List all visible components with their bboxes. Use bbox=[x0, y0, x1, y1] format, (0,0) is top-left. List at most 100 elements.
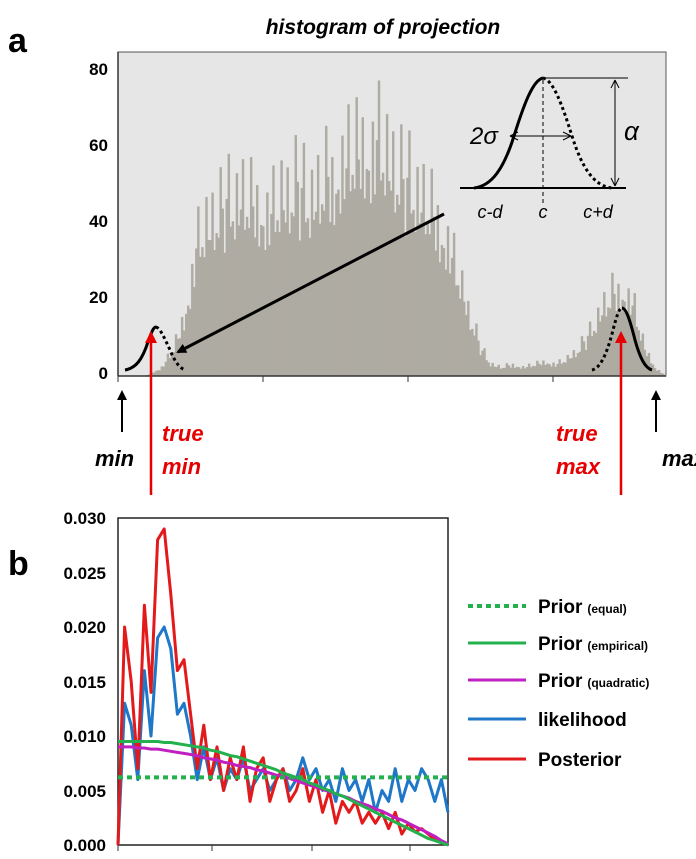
histogram-bar bbox=[223, 252, 226, 376]
inset-curve-dotted bbox=[542, 76, 613, 190]
histogram-bar bbox=[221, 208, 224, 376]
histogram-bar bbox=[596, 307, 600, 376]
histogram-bar bbox=[499, 368, 502, 376]
histogram-bar bbox=[176, 338, 180, 376]
histogram-bar bbox=[572, 350, 576, 376]
histogram-bar bbox=[404, 236, 407, 376]
histogram-bar bbox=[438, 262, 442, 376]
histogram-bar bbox=[201, 247, 204, 376]
histogram-bar bbox=[345, 168, 348, 376]
histogram-bar bbox=[578, 351, 582, 376]
histogram-bar bbox=[655, 370, 659, 376]
a-y-tick-label: 0 bbox=[99, 364, 108, 383]
histogram-bar bbox=[268, 245, 271, 376]
histogram-bar bbox=[661, 373, 665, 376]
histogram-bar bbox=[197, 206, 200, 376]
histogram-bar bbox=[509, 367, 513, 376]
histogram-bar bbox=[641, 333, 645, 376]
histogram-bar bbox=[199, 256, 202, 376]
histogram-bar bbox=[523, 368, 527, 376]
histogram-bar bbox=[519, 368, 523, 376]
histogram-bar bbox=[440, 244, 444, 376]
histogram-bar bbox=[592, 330, 596, 376]
histogram-bar bbox=[617, 283, 620, 376]
histogram-bar bbox=[160, 366, 164, 376]
histogram-bar bbox=[227, 153, 231, 376]
a-y-tick-label: 40 bbox=[89, 212, 108, 231]
histogram-bar bbox=[454, 285, 458, 376]
inset-x-label: c+d bbox=[583, 202, 614, 222]
histogram-bar bbox=[260, 224, 263, 376]
sigma-arrowheads bbox=[509, 131, 572, 141]
histogram-bar bbox=[657, 369, 661, 376]
histogram-bar bbox=[213, 249, 216, 376]
histogram-bar bbox=[329, 222, 332, 376]
histogram-bar bbox=[367, 170, 371, 376]
b-y-tick-label: 0.015 bbox=[63, 673, 106, 692]
histogram-bar bbox=[521, 365, 525, 376]
inset-pointer-arrow bbox=[176, 212, 445, 354]
histogram-bar bbox=[178, 338, 182, 376]
histogram-bar bbox=[501, 367, 505, 376]
histogram-bar bbox=[195, 248, 198, 376]
histogram-bar bbox=[530, 367, 533, 376]
histogram-bar bbox=[631, 305, 634, 376]
histogram-bar bbox=[245, 216, 249, 376]
histogram-bar bbox=[456, 285, 460, 376]
histogram-bar bbox=[253, 237, 257, 376]
histogram-bar bbox=[584, 349, 588, 376]
histogram-bar bbox=[170, 353, 174, 376]
true-min-label-line1: true bbox=[162, 421, 204, 446]
gaussian-inset: 2σ α c-d c c+d bbox=[460, 76, 640, 222]
histogram-bar bbox=[605, 316, 608, 376]
histogram-bar bbox=[387, 181, 391, 376]
histogram-bar bbox=[450, 257, 454, 376]
histogram-bar bbox=[430, 168, 433, 376]
histogram-bar bbox=[503, 367, 507, 376]
histogram-bar bbox=[534, 366, 537, 376]
histogram-bar bbox=[588, 321, 592, 376]
panel-b-letter: b bbox=[8, 545, 29, 583]
histogram-bar bbox=[347, 104, 350, 376]
b-y-tick-label: 0.020 bbox=[63, 618, 106, 637]
histogram-bar bbox=[444, 269, 448, 376]
histogram-bar bbox=[396, 194, 399, 376]
histogram-bar bbox=[562, 362, 565, 376]
a-y-tick-label: 20 bbox=[89, 288, 108, 307]
histogram-bar bbox=[590, 336, 594, 376]
histogram-bar bbox=[318, 223, 322, 376]
histogram-bar bbox=[156, 370, 159, 376]
histogram-bar bbox=[426, 222, 429, 376]
histogram-bar bbox=[548, 364, 551, 376]
histogram-bar bbox=[542, 360, 545, 376]
histogram-bar bbox=[566, 354, 569, 376]
b-y-tick-label: 0.000 bbox=[63, 836, 106, 855]
histogram-bar bbox=[627, 288, 630, 376]
histogram-bar bbox=[298, 240, 302, 376]
b-y-tick-label: 0.010 bbox=[63, 727, 106, 746]
histogram-bar bbox=[458, 298, 462, 376]
histogram-bar bbox=[436, 205, 440, 376]
histogram-bar bbox=[564, 362, 567, 376]
histogram-bar bbox=[418, 223, 421, 376]
histogram-bar bbox=[325, 125, 328, 376]
histogram-bar bbox=[189, 308, 192, 376]
histogram-bar bbox=[603, 292, 606, 376]
histogram-bar bbox=[465, 314, 468, 376]
histogram-bar bbox=[424, 234, 427, 376]
histogram-bar bbox=[560, 363, 563, 376]
alpha-label: α bbox=[624, 116, 640, 146]
legend-label-prior-empirical: Prior (empirical) bbox=[538, 634, 648, 655]
histogram-bar bbox=[363, 198, 367, 376]
histogram-bar bbox=[335, 193, 338, 376]
histogram-bar bbox=[349, 191, 352, 376]
histogram-bar bbox=[448, 273, 452, 376]
histogram-bar bbox=[174, 334, 178, 376]
histogram-bar bbox=[294, 135, 298, 376]
histogram-bar bbox=[371, 121, 375, 376]
histogram-bar bbox=[615, 310, 618, 376]
histogram-bar bbox=[359, 188, 362, 376]
b-y-tick-label: 0.030 bbox=[63, 509, 106, 528]
min-label: min bbox=[95, 446, 134, 471]
histogram-bar bbox=[357, 159, 360, 376]
